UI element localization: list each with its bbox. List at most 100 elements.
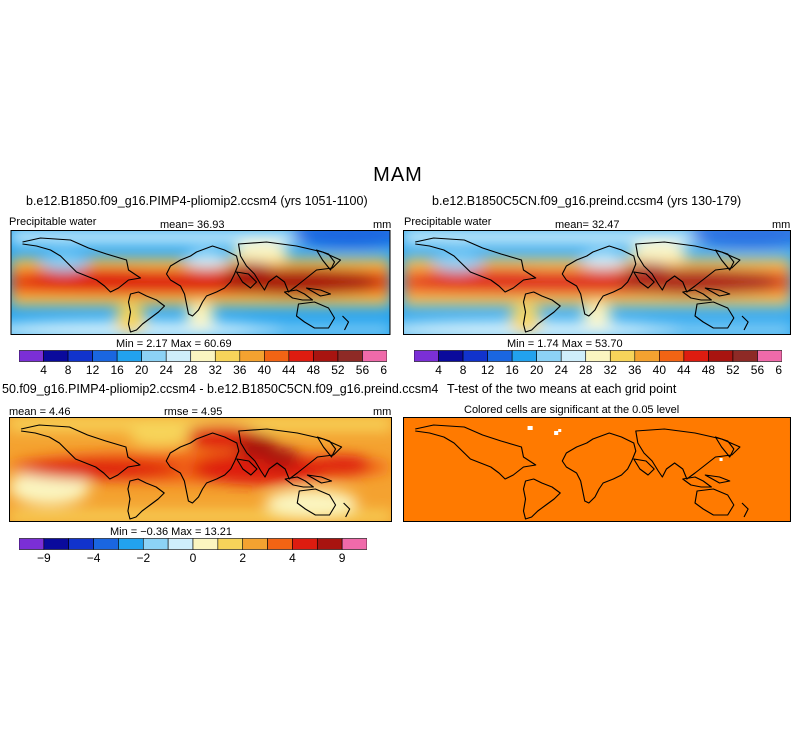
colorbar-swatch [341,538,367,550]
colorbar-swatch [708,350,734,362]
colorbar-swatch [313,350,339,362]
colorbar-tick-label: 36 [233,363,247,376]
colorbar-tick-label: 9 [339,551,346,564]
colorbar-swatch [337,350,363,362]
colorbar-swatch [438,350,464,362]
colorbar-tick-label: 36 [628,363,642,376]
colorbar-tick-label: 4 [289,551,296,564]
colorbar-swatch [267,538,293,550]
colorbar-swatch [560,350,587,362]
panel2-variable: Precipitable water [404,216,492,228]
colorbar-swatch [19,538,45,550]
panel1-mean: mean= 36.93 [160,219,225,231]
colorbar-swatch [68,538,94,550]
panel2-minmax: Min = 1.74 Max = 53.70 [507,338,623,350]
colorbar-tick-label: 2 [239,551,246,564]
colorbar-swatch [141,350,167,362]
colorbar-tick-label: −4 [87,551,101,564]
colorbar-swatch [118,538,144,550]
colorbar-swatch [264,350,290,362]
colorbar-tick-label: 28 [184,363,198,376]
colorbar-tick-label: 60 [380,363,387,376]
colorbar-swatch [585,350,611,362]
colorbar-tick-label: 12 [86,363,100,376]
colorbar-swatch [487,350,513,362]
colorbar-swatch [462,350,488,362]
colorbar-tick-label: 20 [530,363,544,376]
season-title: MAM [373,164,423,186]
colorbar-tick-label: 56 [356,363,370,376]
colorbar-swatch [192,538,219,550]
colorbar-swatch [292,538,318,550]
colorbar-tick-label: 16 [505,363,519,376]
panel3-map [9,417,392,522]
colorbar-tick-label: 52 [726,363,740,376]
colorbar-tick-label: −2 [136,551,150,564]
colorbar-swatch [167,538,194,550]
colorbar-swatch [757,350,782,362]
colorbar-tick-label: 12 [481,363,495,376]
colorbar-tick-label: 48 [307,363,321,376]
colorbar-swatch [239,350,265,362]
panel3-colorbar: −9 −4 −2 0 2 4 9 [19,538,367,564]
colorbar-tick-label: 8 [65,363,72,376]
panel1-map [10,230,391,335]
colorbar-tick-label: 4 [435,363,442,376]
panel3-title: 50.f09_g16.PIMP4-pliomip2.ccsm4 - b.e12.… [2,382,439,396]
colorbar-tick-label: 40 [653,363,667,376]
panel1-title: b.e12.B1850.f09_g16.PIMP4-pliomip2.ccsm4… [26,194,368,208]
colorbar-tick-label: 60 [775,363,782,376]
colorbar-tick-label: −9 [37,551,51,564]
colorbar-tick-label: 44 [282,363,296,376]
colorbar-tick-label: 40 [258,363,272,376]
colorbar-swatch [242,538,268,550]
colorbar-tick-label: 32 [604,363,618,376]
panel3-minmax: Min = −0.36 Max = 13.21 [110,526,232,538]
colorbar-swatch [732,350,758,362]
colorbar-swatch [92,350,118,362]
colorbar-tick-label: 20 [135,363,149,376]
panel1-colorbar: 4812162024283236404448525660 [19,350,387,376]
colorbar-swatch [288,350,314,362]
colorbar-swatch [634,350,660,362]
colorbar-tick-label: 16 [110,363,124,376]
colorbar-swatch [659,350,685,362]
colorbar-swatch [190,350,216,362]
panel1-minmax: Min = 2.17 Max = 60.69 [116,338,232,350]
panel2-units: mm [772,219,791,231]
panel3-units: mm [373,406,392,418]
colorbar-swatch [142,538,169,550]
panel2-title: b.e12.B1850C5CN.f09_g16.preind.ccsm4 (yr… [432,194,742,208]
colorbar-swatch [536,350,562,362]
colorbar-swatch [165,350,192,362]
panel4-title: T-test of the two means at each grid poi… [447,382,677,396]
colorbar-swatch [43,350,69,362]
colorbar-tick-label: 8 [460,363,467,376]
colorbar-tick-label: 32 [209,363,223,376]
colorbar-tick-label: 28 [579,363,593,376]
colorbar-swatch [214,350,241,362]
panel3-mean: mean = 4.46 [9,406,71,418]
colorbar-tick-label: 48 [702,363,716,376]
colorbar-swatch [116,350,142,362]
colorbar-tick-label: 56 [751,363,765,376]
panel2-colorbar: 4812162024283236404448525660 [414,350,782,376]
colorbar-tick-label: 4 [40,363,47,376]
colorbar-swatch [217,538,244,550]
colorbar-swatch [414,350,439,362]
colorbar-tick-label: 52 [331,363,345,376]
panel1-variable: Precipitable water [9,216,97,228]
panel4-map [403,417,791,522]
colorbar-tick-label: 44 [677,363,691,376]
colorbar-swatch [93,538,119,550]
panel2-map [403,230,791,335]
colorbar-swatch [43,538,70,550]
panel1-units: mm [373,219,392,231]
colorbar-swatch [316,538,343,550]
colorbar-swatch [19,350,44,362]
colorbar-tick-label: 24 [160,363,174,376]
panel4-subtitle: Colored cells are significant at the 0.0… [464,404,680,416]
panel2-mean: mean= 32.47 [555,219,620,231]
colorbar-tick-label: 24 [555,363,569,376]
colorbar-swatch [683,350,709,362]
